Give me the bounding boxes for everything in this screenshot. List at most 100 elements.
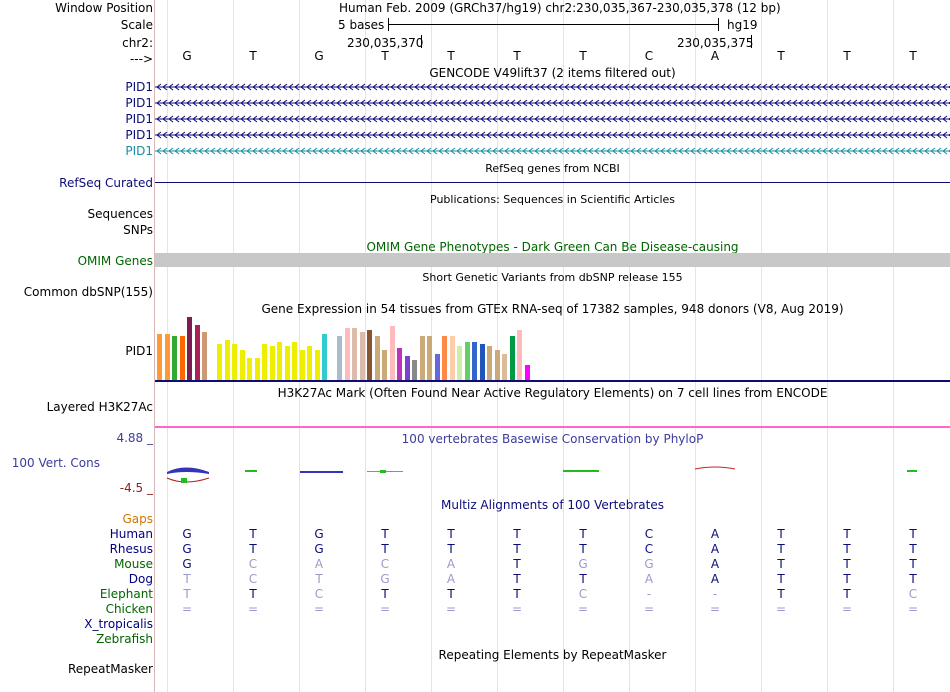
alignment-species-label[interactable]: X_tropicalis xyxy=(84,617,153,631)
gencode-transcript-line[interactable] xyxy=(155,146,950,156)
base-grid-line xyxy=(827,0,828,692)
alignment-species-label[interactable]: Dog xyxy=(128,572,153,586)
gtex-tissue-bar[interactable] xyxy=(194,325,200,380)
gtex-tissue-bar[interactable] xyxy=(524,365,530,380)
omim-label[interactable]: OMIM Genes xyxy=(77,254,153,268)
alignment-species-label[interactable]: Rhesus xyxy=(109,542,153,556)
gencode-transcript-line[interactable] xyxy=(155,98,950,108)
alignment-base: T xyxy=(579,542,587,556)
gtex-tissue-bar[interactable] xyxy=(299,350,305,380)
alignment-base: T xyxy=(909,542,917,556)
alignment-species-label[interactable]: Mouse xyxy=(114,557,153,571)
coord-label-2: 230,035,375 xyxy=(677,36,754,50)
phylop-label[interactable]: 100 Vert. Cons xyxy=(11,456,100,470)
gtex-tissue-bar[interactable] xyxy=(217,344,222,380)
dbsnp-label[interactable]: Common dbSNP(155) xyxy=(23,285,153,299)
gtex-tissue-bar[interactable] xyxy=(412,360,417,380)
gtex-tissue-bar[interactable] xyxy=(202,332,207,380)
alignment-species-label[interactable]: Elephant xyxy=(99,587,153,601)
gtex-tissue-bar[interactable] xyxy=(487,346,492,380)
gtex-tissue-bar[interactable] xyxy=(472,342,477,380)
gtex-tissue-bar[interactable] xyxy=(164,334,170,380)
gencode-transcript-label[interactable]: PID1 xyxy=(125,144,153,158)
gtex-tissue-bar[interactable] xyxy=(479,344,485,380)
gtex-tissue-bar[interactable] xyxy=(389,326,395,380)
refseq-label[interactable]: RefSeq Curated xyxy=(59,176,153,190)
gtex-tissue-bar[interactable] xyxy=(232,344,237,380)
h3k27ac-track-title[interactable]: H3K27Ac Mark (Often Found Near Active Re… xyxy=(277,386,828,400)
gtex-tissue-bar[interactable] xyxy=(434,354,440,380)
gtex-tissue-bar[interactable] xyxy=(269,346,275,380)
alignment-base: T xyxy=(777,587,785,601)
gtex-tissue-bar[interactable] xyxy=(254,358,260,380)
gtex-tissue-bar[interactable] xyxy=(314,350,320,380)
gtex-tissue-bar[interactable] xyxy=(277,342,282,380)
gtex-tissue-bar[interactable] xyxy=(464,342,470,380)
gencode-transcript-label[interactable]: PID1 xyxy=(125,128,153,142)
gtex-tissue-bar[interactable] xyxy=(449,336,455,380)
chr-label: chr2: xyxy=(122,36,153,50)
gencode-track-title[interactable]: GENCODE V49lift37 (2 items filtered out) xyxy=(429,66,676,80)
gaps-label[interactable]: Gaps xyxy=(122,512,153,526)
gtex-tissue-bar[interactable] xyxy=(374,336,380,380)
gtex-tissue-bar[interactable] xyxy=(322,334,327,380)
gtex-tissue-bar[interactable] xyxy=(397,348,402,380)
gtex-label[interactable]: PID1 xyxy=(125,344,153,358)
gtex-tissue-bar[interactable] xyxy=(292,342,297,380)
publications-track-title[interactable]: Publications: Sequences in Scientific Ar… xyxy=(430,193,675,206)
alignment-base: = xyxy=(313,602,325,616)
gtex-tissue-bar[interactable] xyxy=(427,336,432,380)
gtex-tissue-bar[interactable] xyxy=(239,350,245,380)
gencode-transcript-line[interactable] xyxy=(155,82,950,92)
multiz-track-title[interactable]: Multiz Alignments of 100 Vertebrates xyxy=(440,498,665,512)
alignment-base: - xyxy=(646,587,652,601)
alignment-species-label[interactable]: Zebrafish xyxy=(96,632,153,646)
repeatmasker-label[interactable]: RepeatMasker xyxy=(67,662,153,676)
h3k27ac-label[interactable]: Layered H3K27Ac xyxy=(46,400,153,414)
gtex-tissue-bar[interactable] xyxy=(157,334,162,380)
gtex-tissue-bar[interactable] xyxy=(404,356,410,380)
gtex-tissue-bar[interactable] xyxy=(284,346,290,380)
gtex-tissue-bar[interactable] xyxy=(457,346,462,380)
phylop-track-title[interactable]: 100 vertebrates Basewise Conservation by… xyxy=(401,432,704,446)
gtex-tissue-bar[interactable] xyxy=(179,336,185,380)
gtex-tissue-bar[interactable] xyxy=(247,358,252,380)
refseq-track-title[interactable]: RefSeq genes from NCBI xyxy=(485,162,620,175)
omim-gene-bar[interactable] xyxy=(155,253,950,267)
gtex-tissue-bar[interactable] xyxy=(517,330,522,380)
gencode-transcript-label[interactable]: PID1 xyxy=(125,112,153,126)
gtex-tissue-bar[interactable] xyxy=(509,336,515,380)
gtex-tissue-bar[interactable] xyxy=(494,350,500,380)
repeatmasker-track-title[interactable]: Repeating Elements by RepeatMasker xyxy=(438,648,667,662)
gtex-tissue-bar[interactable] xyxy=(502,354,507,380)
gtex-tissue-bar[interactable] xyxy=(382,350,387,380)
gtex-tissue-bar[interactable] xyxy=(307,346,312,380)
gtex-tissue-bar[interactable] xyxy=(352,328,357,380)
gencode-transcript-line[interactable] xyxy=(155,130,950,140)
gtex-tissue-bar[interactable] xyxy=(337,336,342,380)
refseq-gene-line[interactable] xyxy=(155,182,950,183)
omim-track-title[interactable]: OMIM Gene Phenotypes - Dark Green Can Be… xyxy=(366,240,739,254)
scale-bar-left-tick xyxy=(388,18,389,31)
sequences-label[interactable]: Sequences xyxy=(87,207,153,221)
gtex-tissue-bar[interactable] xyxy=(224,340,230,380)
gtex-tissue-bar[interactable] xyxy=(344,328,350,380)
alignment-base: T xyxy=(777,527,785,541)
gtex-tissue-bar[interactable] xyxy=(359,332,365,380)
gencode-transcript-label[interactable]: PID1 xyxy=(125,80,153,94)
gencode-transcript-label[interactable]: PID1 xyxy=(125,96,153,110)
gtex-tissue-bar[interactable] xyxy=(419,336,425,380)
gtex-tissue-bar[interactable] xyxy=(262,344,267,380)
gtex-tissue-bar[interactable] xyxy=(442,336,447,380)
gtex-tissue-bar[interactable] xyxy=(172,336,177,380)
gtex-tissue-bar[interactable] xyxy=(367,330,372,380)
gtex-bar-chart[interactable] xyxy=(155,314,545,380)
gtex-track-title[interactable]: Gene Expression in 54 tissues from GTEx … xyxy=(261,302,844,316)
strand-arrow-label[interactable]: ---> xyxy=(129,52,153,66)
gencode-transcript-line[interactable] xyxy=(155,114,950,124)
dbsnp-track-title[interactable]: Short Genetic Variants from dbSNP releas… xyxy=(422,271,683,284)
alignment-species-label[interactable]: Chicken xyxy=(105,602,153,616)
gtex-tissue-bar[interactable] xyxy=(187,317,192,380)
snps-label[interactable]: SNPs xyxy=(123,223,153,237)
alignment-species-label[interactable]: Human xyxy=(109,527,153,541)
